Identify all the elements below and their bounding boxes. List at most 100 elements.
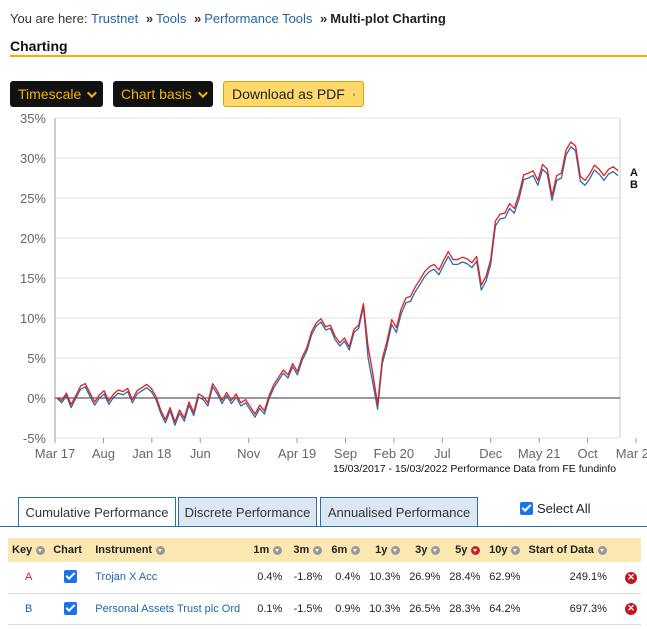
col-remove: [611, 538, 641, 562]
instrument-link[interactable]: Trojan X Acc: [91, 562, 250, 594]
breadcrumb-trustnet[interactable]: Trustnet: [90, 11, 139, 26]
x-tick-label: Nov: [237, 446, 261, 461]
y-tick-label: 35%: [20, 111, 46, 126]
tab-cumulative-performance[interactable]: Cumulative Performance: [18, 497, 176, 527]
col-1m[interactable]: 1m: [249, 538, 286, 562]
timescale-label: Timescale: [18, 86, 82, 102]
cell-1m: 0.1%: [249, 593, 287, 625]
breadcrumb-separator: »: [320, 11, 328, 26]
y-tick-label: 20%: [20, 231, 46, 246]
breadcrumb: You are here: Trustnet » Tools » Performan…: [10, 11, 446, 26]
sort-icon: [36, 545, 46, 555]
cell-1m: 0.4%: [249, 562, 287, 594]
cell-start-of-data: 697.3%: [524, 593, 611, 625]
x-tick-label: Jun: [190, 446, 211, 461]
col-10y[interactable]: 10y: [484, 538, 524, 562]
y-tick-label: 0%: [27, 391, 46, 406]
tab-discrete-performance[interactable]: Discrete Performance: [178, 497, 317, 527]
col-chart[interactable]: Chart: [53, 544, 82, 556]
sort-icon: [431, 545, 441, 555]
x-tick-label: Mar 17: [35, 446, 75, 461]
table-row: A Trojan X Acc 0.4% -1.8% 0.4% 10.3% 26.…: [8, 562, 641, 594]
remove-icon[interactable]: ✕: [625, 602, 637, 615]
sort-active-icon: [471, 545, 481, 555]
chart-checkbox[interactable]: [63, 570, 77, 584]
chart-checkbox[interactable]: [63, 601, 77, 615]
x-tick-label: Sep: [334, 446, 357, 461]
breadcrumb-separator: »: [194, 11, 202, 26]
col-key[interactable]: Key: [8, 538, 49, 562]
col-3m[interactable]: 3m: [286, 538, 326, 562]
download-pdf-button[interactable]: Download as PDF: [223, 81, 364, 107]
tab-annualised-performance[interactable]: Annualised Performance: [320, 497, 478, 527]
chart-grid: [54, 117, 621, 439]
y-tick-label: 10%: [20, 311, 46, 326]
sort-icon: [391, 545, 401, 555]
cell-3m: -1.8%: [286, 562, 327, 594]
cell-6m: 0.4%: [326, 562, 365, 594]
x-tick-label: Oct: [577, 446, 598, 461]
performance-table: Key Chart Instrument 1m 3m 6m 1y 3y 5y 1…: [8, 538, 641, 625]
chevron-down-icon: [87, 87, 98, 98]
breadcrumb-current: Multi-plot Charting: [330, 11, 446, 26]
sort-icon: [313, 545, 323, 555]
x-tick-label: Mar 22: [616, 446, 647, 461]
title-divider: [10, 55, 647, 57]
breadcrumb-separator: »: [145, 11, 154, 26]
series-end-labels: AB: [630, 167, 638, 191]
x-tick-label: Dec: [479, 446, 503, 461]
col-5y[interactable]: 5y: [444, 538, 484, 562]
col-1y[interactable]: 1y: [364, 538, 404, 562]
chart-caption: 15/03/2017 - 15/03/2022 Performance Data…: [333, 463, 616, 475]
sort-icon: [156, 545, 166, 555]
x-tick-label: Jan 18: [132, 446, 171, 461]
cell-3m: -1.5%: [286, 593, 327, 625]
cell-10y: 62.9%: [484, 562, 525, 594]
cell-6m: 0.9%: [326, 593, 365, 625]
table-header-row: Key Chart Instrument 1m 3m 6m 1y 3y 5y 1…: [8, 538, 641, 562]
select-all-label: Select All: [537, 501, 591, 516]
col-start-of-data[interactable]: Start of Data: [524, 538, 610, 562]
timescale-button[interactable]: Timescale: [10, 81, 103, 107]
sort-icon: [597, 545, 607, 555]
cell-1y: 10.3%: [364, 593, 405, 625]
page-title: Charting: [10, 38, 68, 54]
end-label-b: B: [630, 179, 638, 191]
series-line-b: [56, 146, 619, 426]
cell-5y: 28.4%: [444, 562, 485, 594]
chart-series: [56, 141, 619, 426]
y-tick-label: 15%: [20, 271, 46, 286]
sort-icon: [273, 545, 283, 555]
chart-basis-button[interactable]: Chart basis: [113, 81, 213, 107]
select-all[interactable]: Select All: [520, 501, 590, 516]
sort-icon: [511, 545, 521, 555]
tabs-divider: [0, 526, 647, 527]
download-pdf-label: Download as PDF: [232, 86, 345, 102]
y-axis: 35% 30% 25% 20% 15% 10% 5% 0% -5%: [20, 111, 46, 446]
breadcrumb-performance-tools[interactable]: Performance Tools: [204, 11, 313, 26]
col-6m[interactable]: 6m: [326, 538, 364, 562]
breadcrumb-tools[interactable]: Tools: [156, 11, 187, 26]
x-tick-label: Aug: [92, 446, 115, 461]
end-label-a: A: [630, 167, 638, 179]
download-icon: [352, 93, 355, 95]
cell-10y: 64.2%: [484, 593, 525, 625]
y-tick-label: 30%: [20, 151, 46, 166]
col-3y[interactable]: 3y: [404, 538, 444, 562]
select-all-checkbox[interactable]: [520, 502, 533, 515]
y-tick-label: 5%: [27, 351, 46, 366]
cell-5y: 28.3%: [444, 593, 485, 625]
col-instrument[interactable]: Instrument: [91, 538, 249, 562]
row-key: B: [8, 593, 50, 625]
instrument-link[interactable]: Personal Assets Trust plc Ord: [91, 593, 250, 625]
y-tick-label: -5%: [23, 431, 47, 446]
remove-icon[interactable]: ✕: [625, 571, 637, 584]
breadcrumb-prefix: You are here:: [10, 11, 88, 26]
row-key: A: [8, 562, 50, 594]
x-tick-label: Apr 19: [278, 446, 316, 461]
series-line-a: [56, 141, 619, 423]
table-row: B Personal Assets Trust plc Ord 0.1% -1.…: [8, 593, 641, 625]
performance-chart: 35% 30% 25% 20% 15% 10% 5% 0% -5% Mar 17 Aug Jan 1…: [20, 111, 647, 475]
x-tick-label: Jul: [434, 446, 451, 461]
chevron-down-icon: [197, 87, 208, 98]
